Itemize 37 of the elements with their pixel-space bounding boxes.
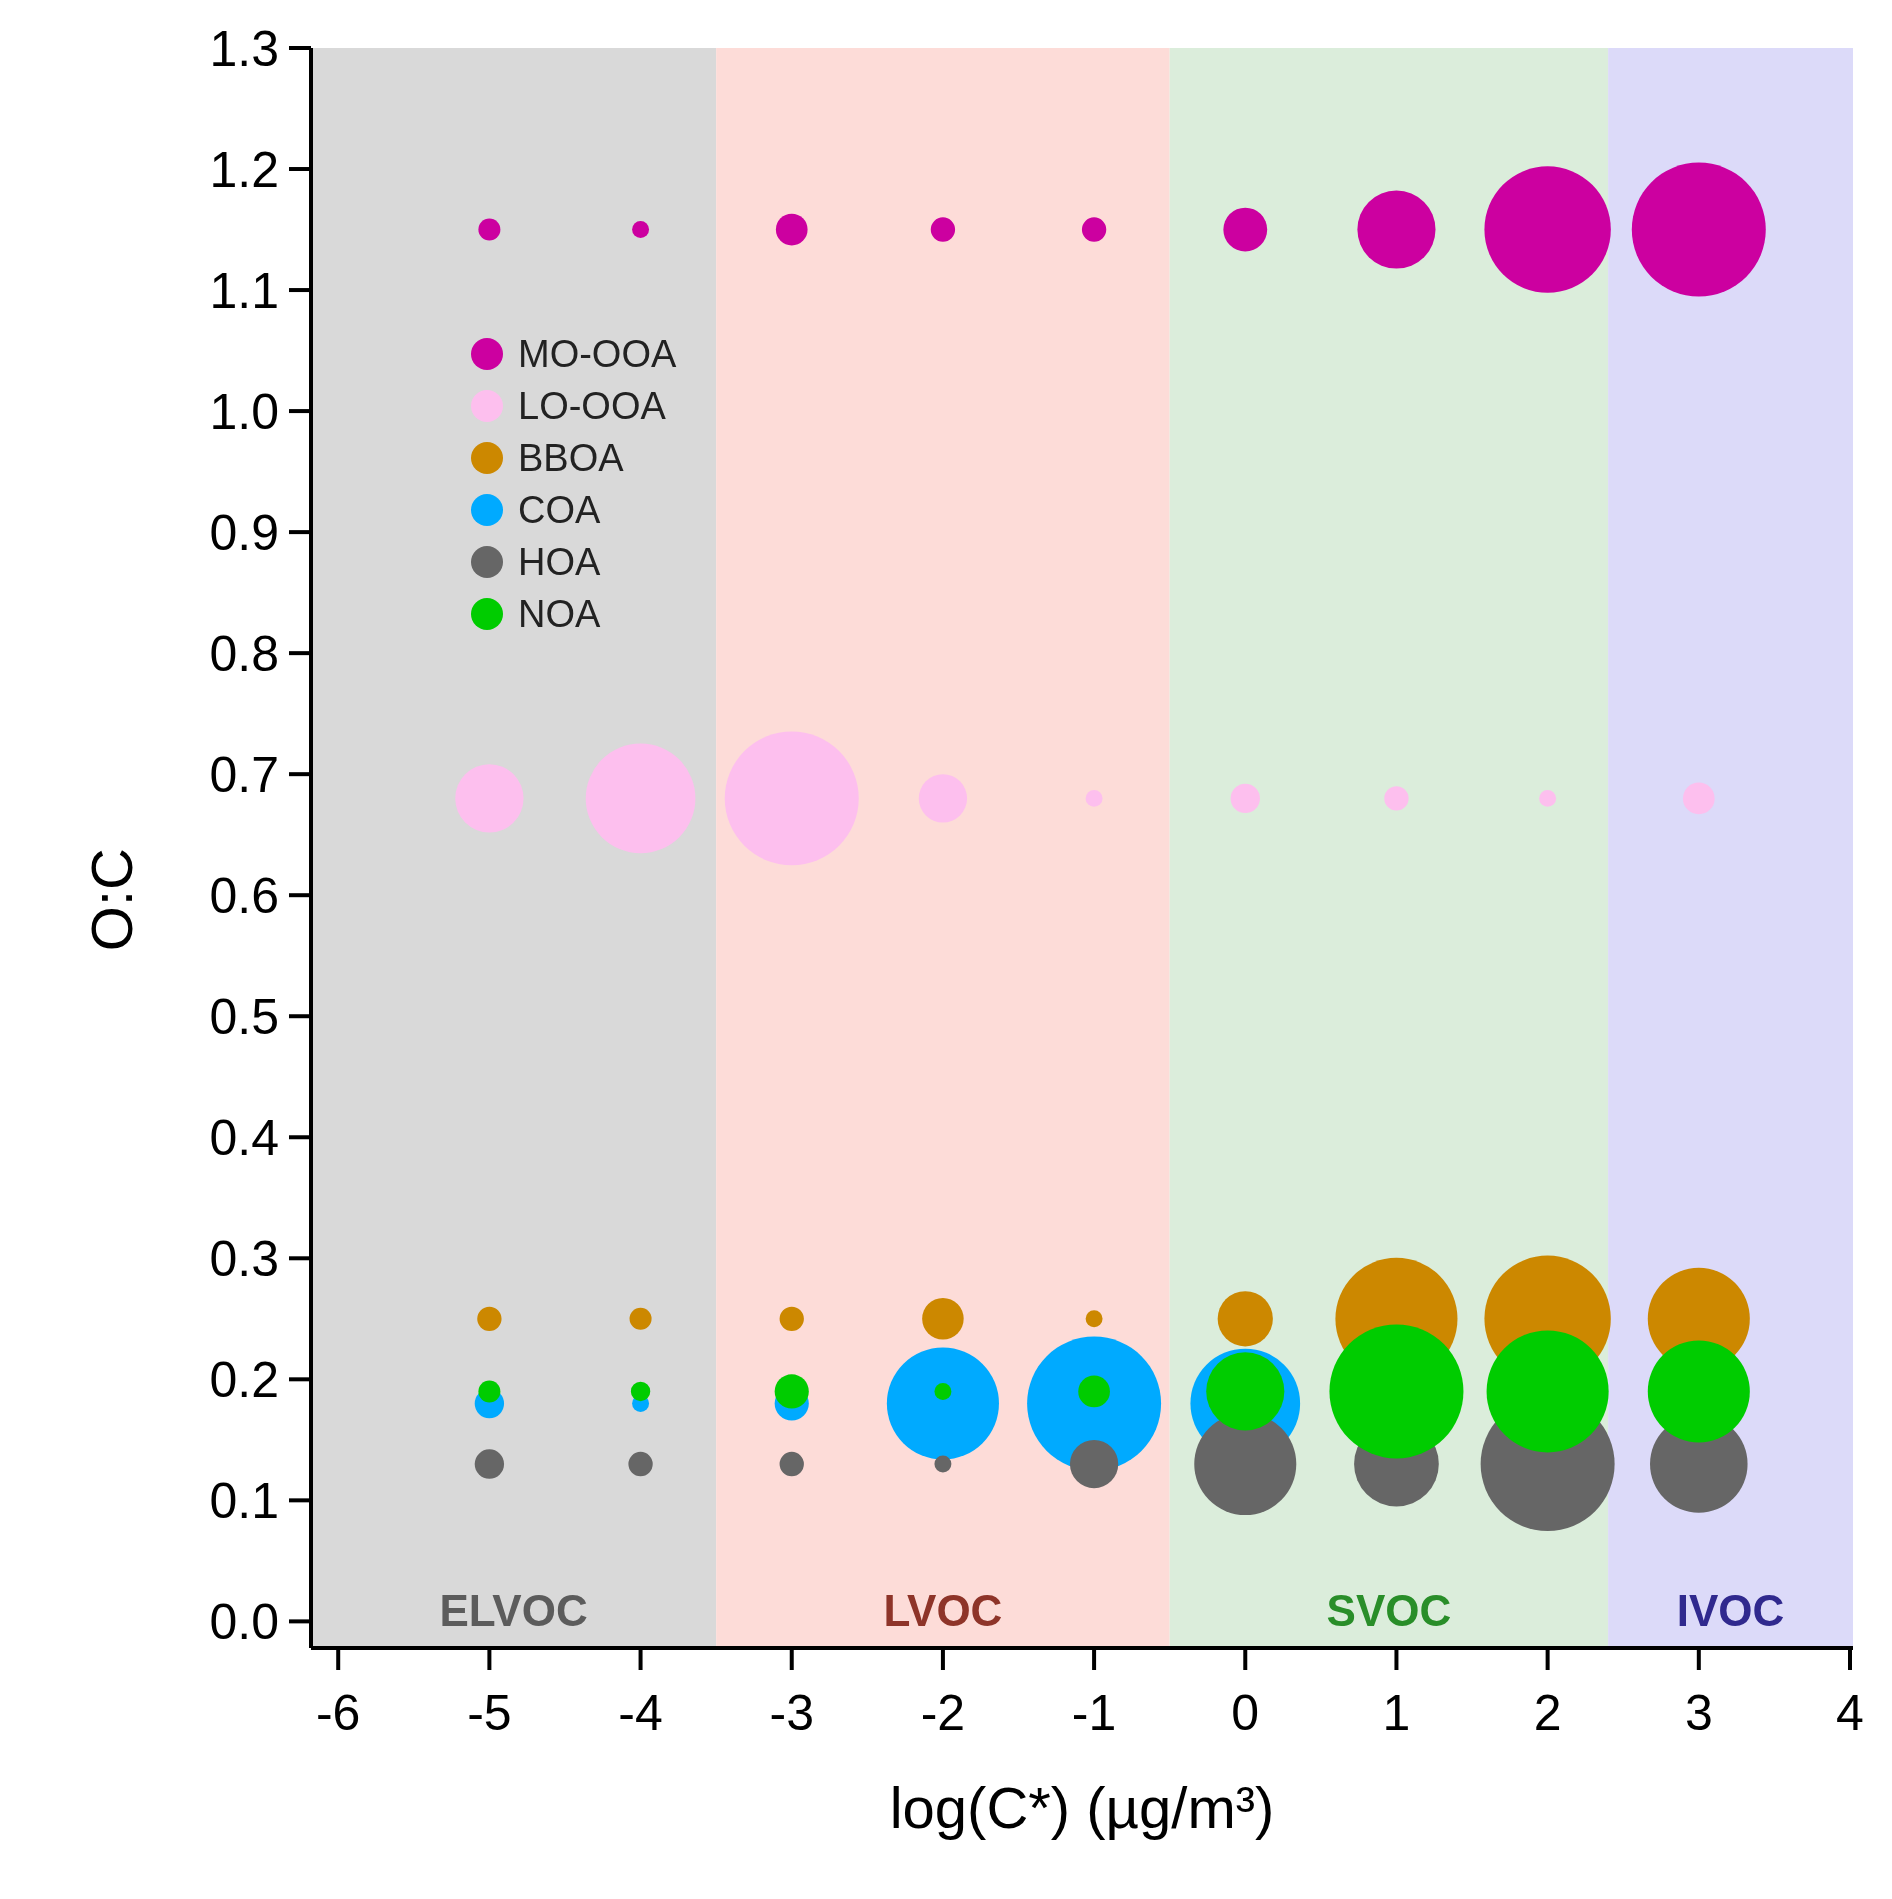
y-tick-label: 0.6 <box>209 867 279 924</box>
x-tick-label: -1 <box>1071 1684 1117 1741</box>
y-tick-label: 0.3 <box>209 1231 279 1288</box>
legend-label: LO-OOA <box>518 384 666 428</box>
x-tick-label: -3 <box>769 1684 814 1741</box>
y-tick-label: 1.1 <box>209 262 279 319</box>
x-tick-label: -5 <box>467 1684 512 1741</box>
y-axis-title: O:C <box>78 848 144 952</box>
band-label: SVOC <box>1326 1586 1452 1635</box>
x-tick-label: 3 <box>1684 1684 1713 1741</box>
band-label: ELVOC <box>439 1586 588 1635</box>
legend-label: HOA <box>518 540 601 584</box>
y-tick-label: 1.3 <box>209 20 279 77</box>
x-axis-title: log(C*) (µg/m³) <box>889 1775 1275 1840</box>
y-tick-label: 0.0 <box>209 1594 279 1651</box>
legend-label: NOA <box>518 592 601 636</box>
x-tick-label: 1 <box>1382 1684 1411 1741</box>
x-tick-label: -6 <box>315 1684 361 1741</box>
x-tick-label: -2 <box>920 1684 966 1741</box>
x-tick-label: -4 <box>618 1684 663 1741</box>
y-tick-label: 1.0 <box>209 383 279 440</box>
y-tick-label: 0.4 <box>209 1110 279 1167</box>
y-tick-label: 0.5 <box>209 988 279 1045</box>
legend-label: BBOA <box>518 436 624 480</box>
x-tick-label: 4 <box>1836 1684 1864 1741</box>
y-tick-label: 0.7 <box>209 746 279 803</box>
y-tick-label: 0.9 <box>209 504 279 561</box>
y-tick-label: 1.2 <box>209 141 279 198</box>
band-label: IVOC <box>1676 1586 1785 1635</box>
x-tick-label: 2 <box>1533 1684 1562 1741</box>
y-tick-label: 0.8 <box>209 625 279 682</box>
band-label: LVOC <box>883 1586 1003 1635</box>
legend-label: COA <box>518 488 601 532</box>
y-tick-label: 0.1 <box>209 1473 279 1530</box>
legend-label: MO-OOA <box>518 332 677 376</box>
x-tick-label: 0 <box>1231 1684 1260 1741</box>
y-tick-label: 0.2 <box>209 1352 279 1409</box>
